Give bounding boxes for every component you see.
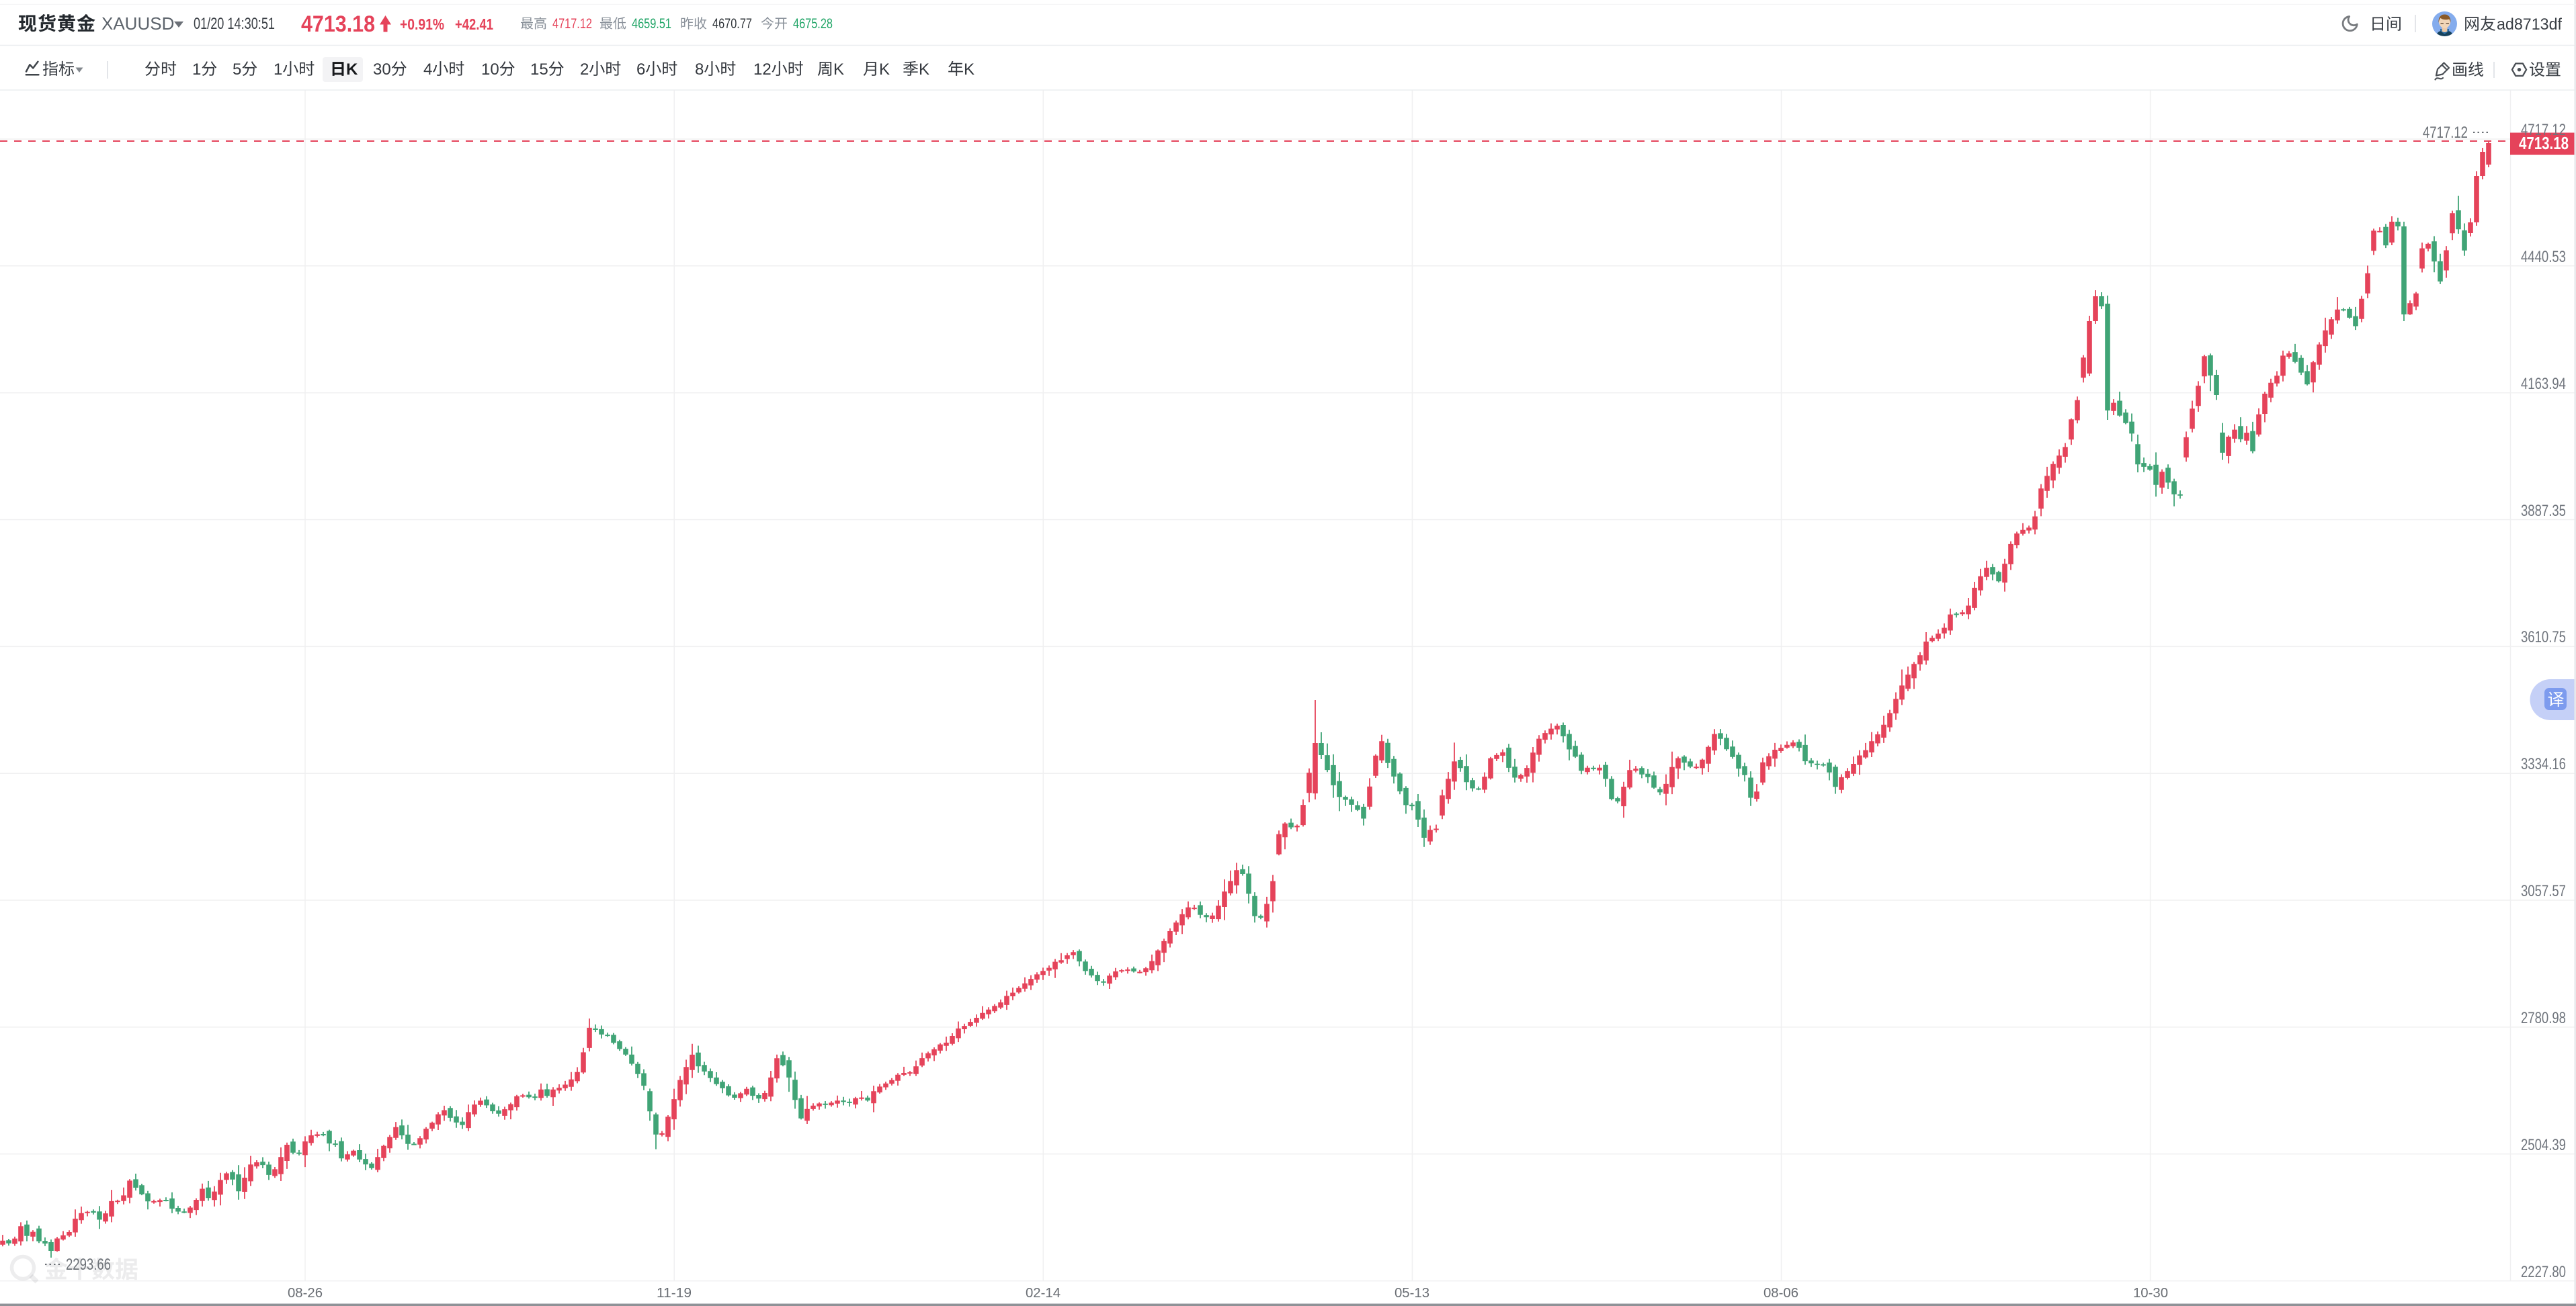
svg-text:05-13: 05-13 <box>1395 1286 1429 1301</box>
svg-text:4: 4 <box>423 60 432 79</box>
svg-text:1: 1 <box>274 60 282 79</box>
svg-text:2227.80: 2227.80 <box>2521 1263 2566 1281</box>
svg-text:2504.39: 2504.39 <box>2521 1136 2566 1154</box>
svg-text:4713.18: 4713.18 <box>301 11 375 37</box>
svg-text:K: K <box>346 60 358 79</box>
svg-text:K: K <box>964 60 974 79</box>
svg-text:+42.41: +42.41 <box>455 15 493 33</box>
svg-text:6: 6 <box>636 60 645 79</box>
svg-text:4670.77: 4670.77 <box>712 16 752 32</box>
svg-text:5: 5 <box>233 60 241 79</box>
svg-text:11-19: 11-19 <box>657 1286 692 1301</box>
svg-text:K: K <box>879 60 890 79</box>
svg-text:4659.51: 4659.51 <box>632 16 671 32</box>
svg-text:08-06: 08-06 <box>1763 1286 1798 1301</box>
svg-text:ad8713df: ad8713df <box>2497 15 2562 34</box>
svg-text:30: 30 <box>373 60 391 79</box>
svg-text:01/20 14:30:51: 01/20 14:30:51 <box>194 15 275 33</box>
svg-text:4717.12: 4717.12 <box>2521 121 2566 139</box>
svg-text:02-14: 02-14 <box>1026 1286 1061 1301</box>
svg-text:4440.53: 4440.53 <box>2521 248 2566 266</box>
svg-text:3334.16: 3334.16 <box>2521 755 2566 773</box>
svg-text:4713.18: 4713.18 <box>2519 133 2569 153</box>
svg-text:4675.28: 4675.28 <box>793 16 833 32</box>
svg-text:XAUUSD: XAUUSD <box>101 13 174 34</box>
svg-text:4717.12: 4717.12 <box>2423 124 2468 142</box>
svg-text:3887.35: 3887.35 <box>2521 502 2566 520</box>
svg-text:2293.66: 2293.66 <box>66 1256 111 1274</box>
svg-text:4163.94: 4163.94 <box>2521 375 2566 393</box>
svg-text:3057.57: 3057.57 <box>2521 882 2566 900</box>
svg-text:10-30: 10-30 <box>2133 1286 2168 1301</box>
svg-text:12: 12 <box>753 60 772 79</box>
svg-text:K: K <box>919 60 929 79</box>
svg-text:+0.91%: +0.91% <box>400 15 444 33</box>
svg-text:08-26: 08-26 <box>288 1286 323 1301</box>
svg-text:8: 8 <box>695 60 704 79</box>
svg-text:1: 1 <box>192 60 201 79</box>
svg-text:15: 15 <box>530 60 548 79</box>
svg-text:4717.12: 4717.12 <box>552 16 592 32</box>
svg-text:2780.98: 2780.98 <box>2521 1009 2566 1027</box>
svg-text:2: 2 <box>580 60 589 79</box>
svg-text:10: 10 <box>481 60 499 79</box>
svg-text:3610.75: 3610.75 <box>2521 628 2566 646</box>
svg-text:K: K <box>833 60 844 79</box>
